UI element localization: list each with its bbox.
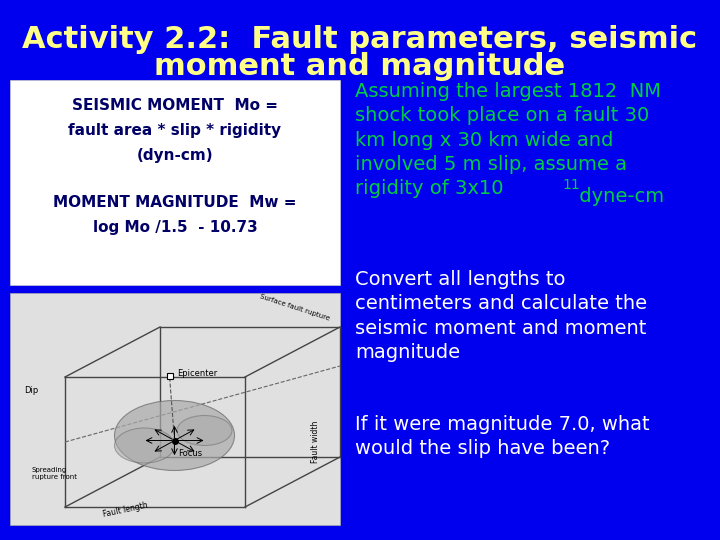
Text: dyne-cm: dyne-cm — [573, 187, 664, 206]
Text: 11: 11 — [562, 178, 580, 192]
Text: Focus: Focus — [179, 449, 202, 457]
Text: log Mo /1.5  - 10.73: log Mo /1.5 - 10.73 — [93, 220, 257, 235]
Bar — [10, 293, 340, 525]
Text: If it were magnitude 7.0, what
would the slip have been?: If it were magnitude 7.0, what would the… — [355, 415, 649, 458]
Text: Dip: Dip — [24, 386, 38, 395]
Bar — [10, 80, 340, 285]
Text: Fault length: Fault length — [102, 501, 149, 519]
Text: Convert all lengths to
centimeters and calculate the
seismic moment and moment
m: Convert all lengths to centimeters and c… — [355, 270, 647, 362]
Text: fault area * slip * rigidity: fault area * slip * rigidity — [68, 123, 282, 138]
Text: SEISMIC MOMENT  Mo =: SEISMIC MOMENT Mo = — [72, 98, 278, 113]
Ellipse shape — [114, 401, 235, 470]
Text: Surface fault rupture: Surface fault rupture — [258, 294, 330, 322]
Text: Assuming the largest 1812  NM
shock took place on a fault 30
km long x 30 km wid: Assuming the largest 1812 NM shock took … — [355, 82, 661, 198]
Text: MOMENT MAGNITUDE  Mw =: MOMENT MAGNITUDE Mw = — [53, 195, 297, 210]
Text: Epicenter: Epicenter — [178, 369, 217, 378]
Text: moment and magnitude: moment and magnitude — [154, 52, 566, 81]
Text: Activity 2.2:  Fault parameters, seismic: Activity 2.2: Fault parameters, seismic — [22, 25, 698, 54]
Ellipse shape — [177, 415, 232, 445]
Text: Fault width: Fault width — [312, 421, 320, 463]
Ellipse shape — [114, 428, 174, 463]
Text: (dyn-cm): (dyn-cm) — [137, 148, 213, 163]
Text: Spreading
rupture front: Spreading rupture front — [32, 467, 77, 480]
